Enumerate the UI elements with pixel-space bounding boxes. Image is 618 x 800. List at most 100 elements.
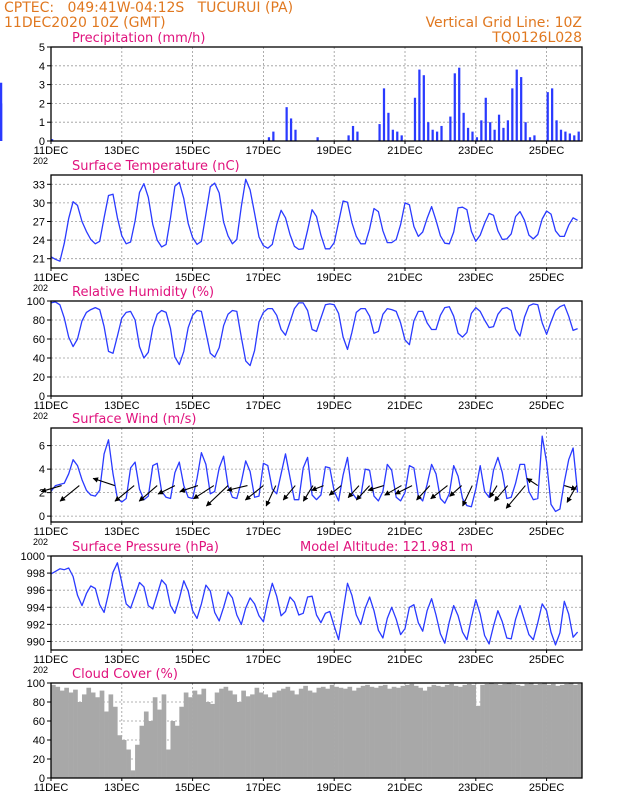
- cloud-bar: [219, 688, 224, 778]
- x-tick-label: 19DEC: [316, 145, 352, 157]
- y-tick-label: 998: [27, 568, 45, 580]
- x-tick-label: 17DEC: [246, 400, 282, 412]
- precip-bar: [378, 124, 381, 141]
- cloud-bar: [573, 684, 578, 778]
- precip-bar: [449, 116, 452, 141]
- cloud-bar: [298, 688, 304, 778]
- cloud-bar: [95, 697, 100, 778]
- panel-frame: [50, 46, 583, 142]
- model-altitude: Model Altitude: 121.981 m: [300, 540, 473, 555]
- x-tick-label: 21DEC: [387, 145, 423, 157]
- cloud-bar: [316, 687, 322, 778]
- y-tick-label: 21: [33, 254, 45, 266]
- x-tick-label: 11DEC: [34, 145, 69, 157]
- precip-bar: [489, 122, 492, 141]
- cloud-bar: [413, 685, 419, 778]
- panel-temperature: 21 24 27 30 33 Surface Temperature (nC) 11DEC 1…: [33, 159, 583, 293]
- precip-bar: [413, 97, 417, 141]
- cloud-bar: [391, 686, 397, 778]
- cloud-bar: [325, 688, 331, 778]
- wind-arrow: [114, 485, 135, 502]
- precip-bar: [551, 88, 554, 141]
- cloud-bar: [250, 694, 255, 778]
- y-tick-label: 24: [33, 235, 45, 247]
- precip-bar: [387, 112, 390, 141]
- cloud-bar: [112, 706, 118, 778]
- y-tick-label: 2: [39, 488, 45, 500]
- cloud-bar: [228, 690, 233, 778]
- cloud-bar: [449, 683, 454, 778]
- x-tick-label: 11DEC: [34, 654, 69, 666]
- precip-bar: [462, 112, 465, 141]
- precip-bar: [0, 82, 3, 141]
- y-tick-label: 4: [39, 464, 45, 476]
- wind-arrow: [462, 485, 473, 507]
- cloud-bar: [135, 744, 140, 778]
- wind-arrow: [394, 485, 413, 495]
- x-tick-label: 11DEC: [34, 272, 69, 284]
- wind-arrow: [489, 485, 498, 499]
- cloud-bar: [303, 685, 308, 778]
- y-tick-label: 0: [39, 136, 45, 148]
- precip-bar: [524, 122, 527, 141]
- cloud-bar: [68, 692, 74, 778]
- cloud-bar: [356, 687, 361, 778]
- precip-bar: [435, 131, 439, 141]
- y-tick-label: 994: [27, 602, 45, 614]
- cloud-bar: [86, 687, 92, 778]
- cloud-bar: [312, 692, 317, 778]
- cloud-bar: [435, 685, 441, 778]
- year-label: 202: [33, 537, 48, 547]
- precip-bar: [577, 131, 580, 141]
- x-tick-label: 25DEC: [529, 400, 565, 412]
- cloud-bar: [382, 684, 388, 778]
- precip-bar: [422, 75, 425, 141]
- precip-bar: [475, 137, 479, 141]
- cloud-bar: [210, 703, 215, 778]
- x-tick-label: 17DEC: [246, 782, 282, 794]
- cloud-bar: [121, 740, 127, 778]
- model-code: TQ0126L028: [492, 30, 582, 46]
- cloud-bar: [254, 687, 260, 778]
- year-label: 202: [33, 156, 48, 166]
- cloud-bar: [73, 689, 78, 778]
- wind-arrow: [157, 485, 176, 495]
- y-tick-label: 100: [27, 678, 45, 690]
- precip-bar: [559, 129, 563, 141]
- wind-arrow: [564, 485, 577, 491]
- cloud-bar: [174, 725, 180, 778]
- cloud-bar: [64, 687, 69, 778]
- cloud-bar: [444, 684, 450, 778]
- x-tick-label: 23DEC: [458, 782, 494, 794]
- cloud-bar: [188, 697, 193, 778]
- cloud-bar: [157, 709, 162, 778]
- y-tick-label: 40: [33, 353, 45, 365]
- precip-bar: [356, 131, 359, 141]
- cloud-bar: [462, 684, 468, 778]
- cloud-bar: [338, 687, 344, 778]
- cloud-bar: [422, 690, 428, 778]
- x-tick-label: 21DEC: [387, 526, 423, 538]
- precip-bar: [391, 129, 394, 141]
- x-tick-label: 23DEC: [458, 400, 494, 412]
- panel-title: Relative Humidity (%): [72, 285, 214, 300]
- cloud-bar: [258, 692, 264, 778]
- cloud-bar: [427, 686, 432, 778]
- y-tick-label: 60: [33, 716, 45, 728]
- cloud-bar: [289, 690, 295, 778]
- precip-bar: [520, 77, 523, 141]
- cloud-bar: [551, 683, 556, 778]
- cloud-bar: [223, 686, 229, 778]
- x-tick-label: 13DEC: [104, 782, 140, 794]
- x-tick-label: 21DEC: [387, 272, 423, 284]
- y-tick-label: 60: [33, 334, 45, 346]
- cloud-bar: [148, 721, 154, 778]
- cloud-bar: [90, 692, 96, 778]
- precip-bar: [480, 120, 483, 141]
- wind-arrow: [384, 485, 402, 496]
- cloud-bar: [431, 684, 437, 778]
- cloud-bar: [104, 711, 109, 778]
- precip-bar: [564, 131, 567, 141]
- y-tick-label: 3: [39, 80, 45, 92]
- precip-bar: [515, 69, 518, 141]
